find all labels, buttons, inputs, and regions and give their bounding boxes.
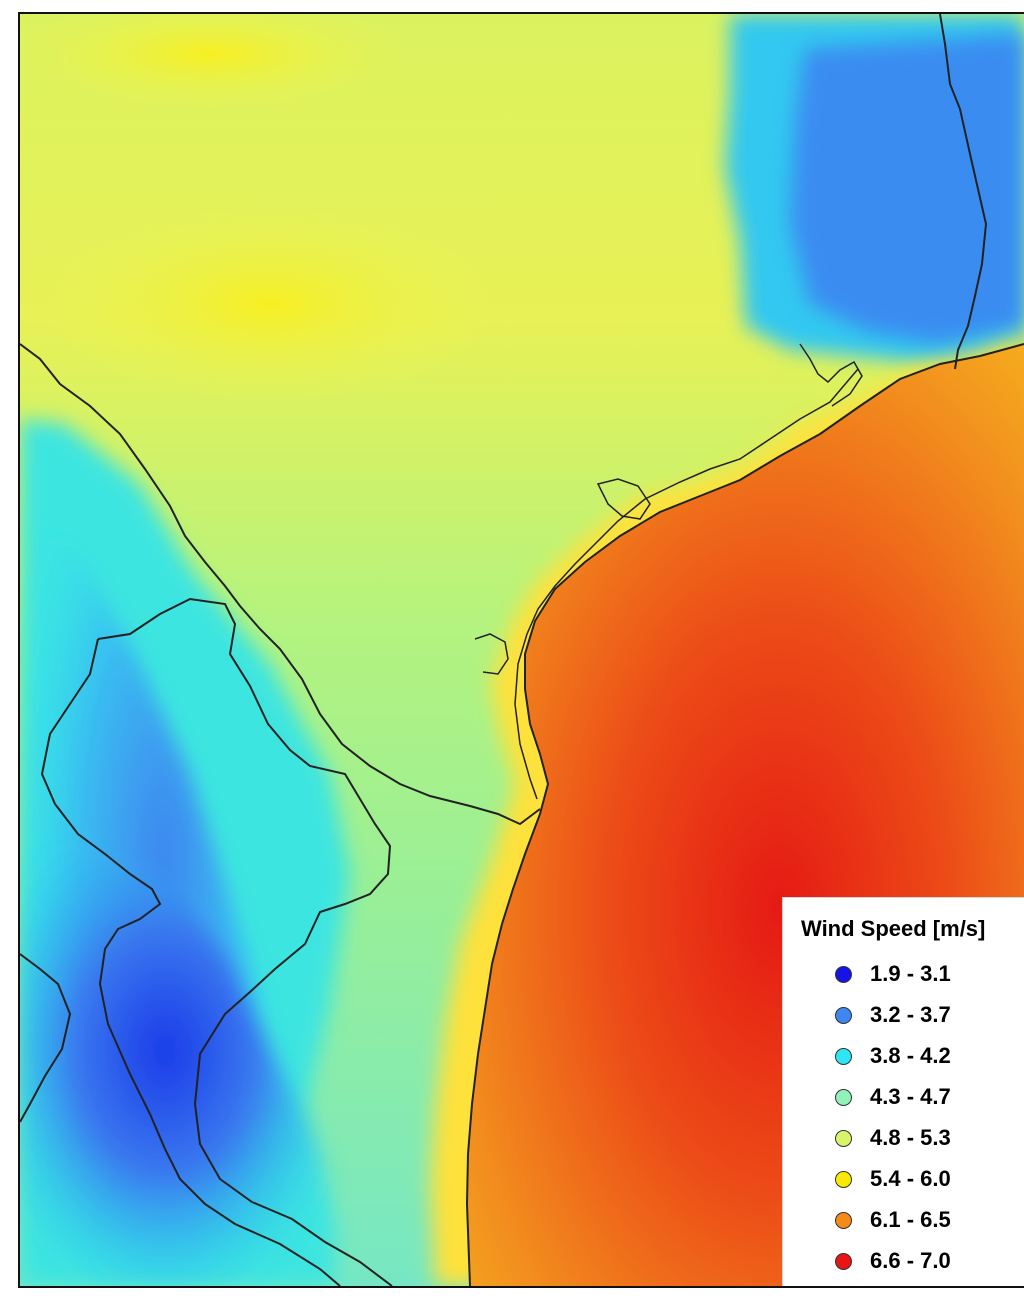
- legend-item: 6.6 - 7.0: [835, 1247, 951, 1275]
- river-border-mid: [97, 597, 393, 1286]
- legend: Wind Speed [m/s] 1.9 - 3.1 3.2 - 3.7 3.8…: [782, 897, 1024, 1286]
- legend-label: 3.8 - 4.2: [870, 1043, 951, 1068]
- legend-item: 4.8 - 5.3: [835, 1124, 951, 1152]
- legend-swatch: [835, 965, 852, 983]
- river-border-northeast: [939, 14, 988, 370]
- legend-swatch: [835, 1047, 852, 1065]
- river-border-north: [20, 343, 541, 826]
- bay-detail-north: [799, 343, 863, 407]
- blue-zone-southwest-core: [20, 834, 350, 1286]
- legend-item: 5.4 - 6.0: [835, 1165, 951, 1193]
- yellow-zone-north: [20, 14, 400, 109]
- legend-swatch: [835, 1006, 852, 1024]
- legend-swatch: [835, 1129, 852, 1147]
- yellow-zone-center: [50, 209, 490, 399]
- legend-label: 1.9 - 3.1: [870, 961, 951, 986]
- river-border-west: [40, 638, 341, 1286]
- bay-detail-south: [474, 633, 509, 675]
- bay-detail-central: [596, 478, 651, 520]
- barrier-island-line: [514, 368, 859, 800]
- legend-item: 3.2 - 3.7: [835, 1001, 951, 1029]
- blue-zone-northeast-core: [790, 34, 1024, 344]
- legend-item: 1.9 - 3.1: [835, 960, 951, 988]
- legend-item: 6.1 - 6.5: [835, 1206, 951, 1234]
- legend-swatch: [835, 1211, 852, 1229]
- legend-label: 6.6 - 7.0: [870, 1248, 951, 1273]
- legend-title: Wind Speed [m/s]: [801, 916, 986, 941]
- legend-label: 6.1 - 6.5: [870, 1207, 951, 1232]
- legend-item: 4.3 - 4.7: [835, 1083, 951, 1111]
- legend-swatch: [835, 1170, 852, 1188]
- legend-label: 4.3 - 4.7: [870, 1084, 951, 1109]
- legend-label: 4.8 - 5.3: [870, 1125, 951, 1150]
- coastline: [465, 343, 1024, 1286]
- legend-label: 5.4 - 6.0: [870, 1166, 951, 1191]
- legend-label: 3.2 - 3.7: [870, 1002, 951, 1027]
- river-border-southwest: [20, 953, 72, 1123]
- wind-speed-map: Wind Speed [m/s] 1.9 - 3.1 3.2 - 3.7 3.8…: [18, 12, 1024, 1288]
- map-canvas: [20, 14, 1024, 1286]
- legend-swatch: [835, 1088, 852, 1106]
- legend-swatch: [835, 1252, 852, 1270]
- legend-item: 3.8 - 4.2: [835, 1042, 951, 1070]
